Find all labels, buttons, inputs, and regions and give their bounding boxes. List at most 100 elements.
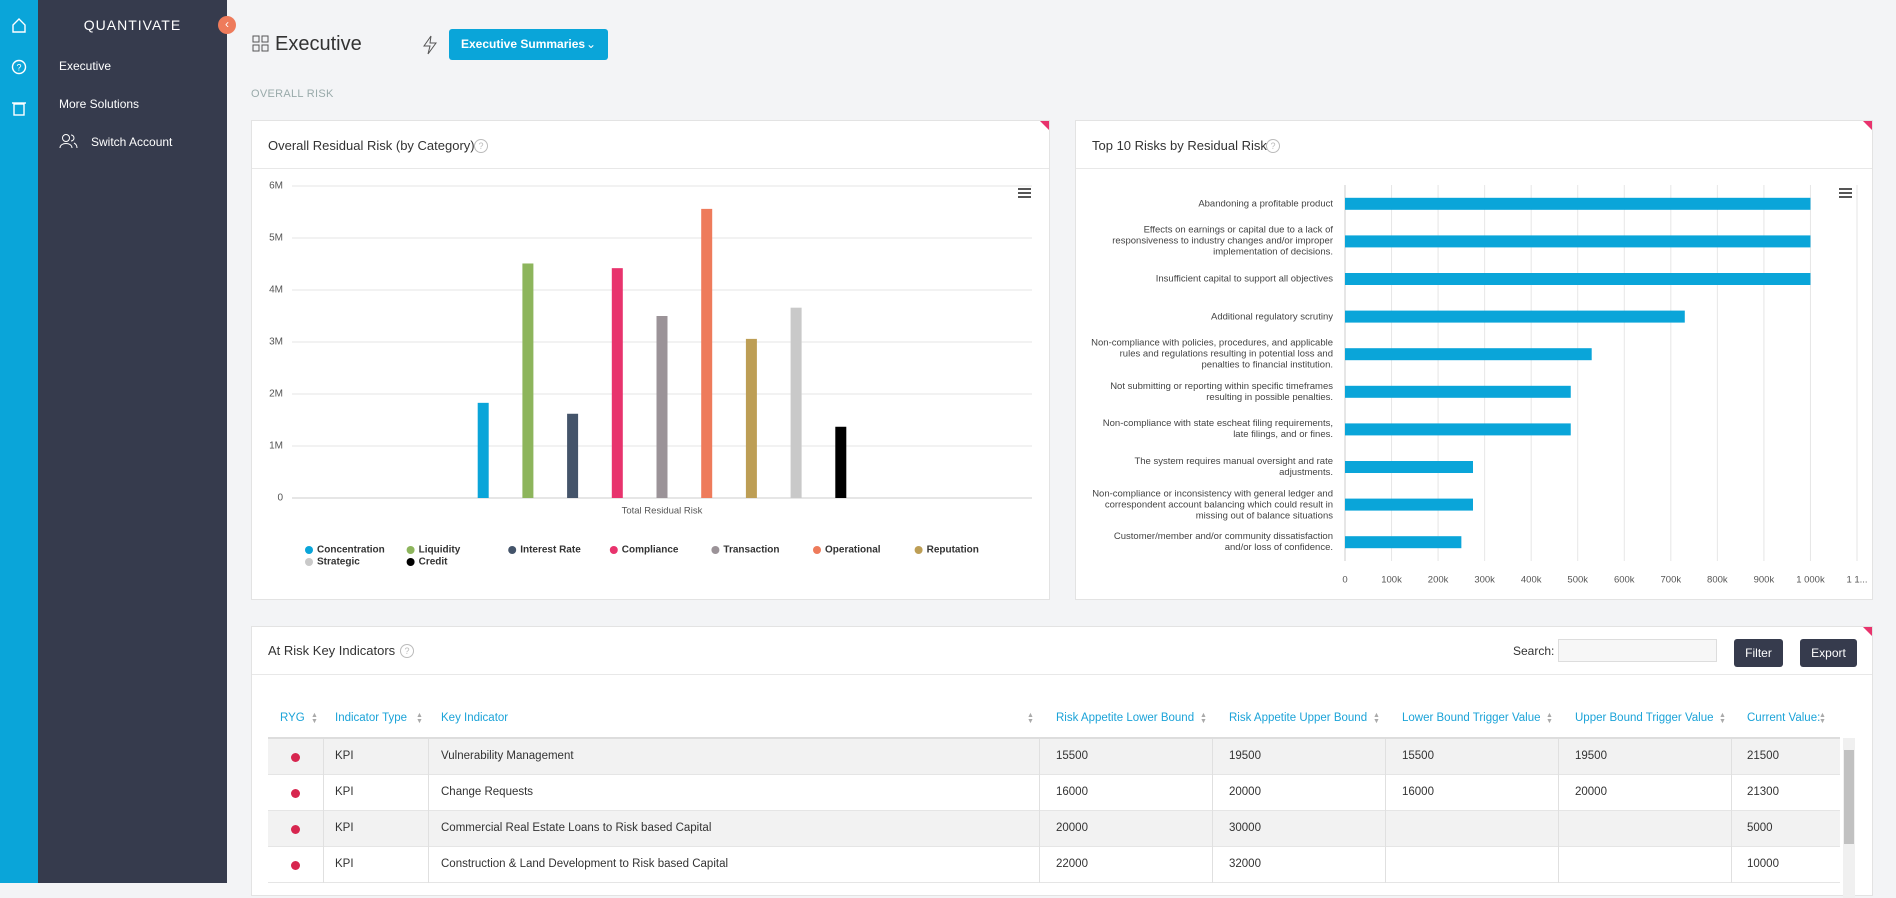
search-label: Search: xyxy=(1513,644,1555,658)
table-cell: 21300 xyxy=(1747,786,1779,798)
chart-title: Top 10 Risks by Residual Risk xyxy=(1092,138,1267,153)
x-tick-label: Total Residual Risk xyxy=(622,506,703,517)
nav-item[interactable]: More Solutions xyxy=(59,97,140,111)
cell-divider xyxy=(323,775,324,811)
filter-button[interactable]: Filter xyxy=(1734,639,1783,667)
legend-swatch xyxy=(406,546,415,554)
scroll-thumb[interactable] xyxy=(1844,750,1854,844)
y-tick-label: 2M xyxy=(269,389,283,400)
divider xyxy=(252,674,1872,675)
bar xyxy=(567,413,579,498)
column-header[interactable]: RYG xyxy=(280,712,305,724)
column-header[interactable]: Key Indicator xyxy=(441,712,509,724)
x-tick-label: 100k xyxy=(1381,575,1402,586)
legend-swatch xyxy=(711,546,720,554)
cell-divider xyxy=(428,739,429,775)
bar xyxy=(835,426,847,498)
icon-rail: ? xyxy=(0,0,38,883)
x-tick-label: 500k xyxy=(1567,575,1588,586)
bar xyxy=(701,208,713,498)
cell-divider xyxy=(323,739,324,775)
cell-divider xyxy=(1731,847,1732,883)
summary-dropdown[interactable]: Executive Summaries ⌄ xyxy=(449,29,608,60)
help-icon[interactable]: ? xyxy=(474,139,488,153)
table-cell: 15500 xyxy=(1402,750,1434,762)
bar xyxy=(1345,536,1462,549)
divider xyxy=(252,168,1049,169)
legend-swatch xyxy=(406,558,415,566)
chart-title: Overall Residual Risk (by Category) xyxy=(268,138,475,153)
cell-divider xyxy=(323,847,324,883)
svg-text:?: ? xyxy=(16,62,21,72)
export-button[interactable]: Export xyxy=(1800,639,1857,667)
sort-icon: ▲ ▼ xyxy=(416,712,423,725)
help-icon[interactable]: ? xyxy=(1266,139,1280,153)
chevron: ⌄ xyxy=(585,37,596,51)
menu-icon xyxy=(1839,192,1852,194)
corner-flag xyxy=(1863,627,1872,636)
chart-panel: Top 10 Risks by Residual Risk ? 0 100k 200… xyxy=(1075,120,1873,600)
y-tick-label: 0 xyxy=(277,493,283,504)
cell-divider xyxy=(1039,847,1040,883)
x-tick-label: 200k xyxy=(1428,575,1449,586)
bar xyxy=(1345,273,1811,285)
cell-divider xyxy=(428,775,429,811)
y-tick-label: Non-compliance with policies, procedures… xyxy=(1091,337,1333,371)
cell-divider xyxy=(1558,811,1559,847)
users-icon xyxy=(59,134,78,149)
table-cell: 5000 xyxy=(1747,822,1773,834)
menu-icon xyxy=(1018,188,1031,190)
y-tick-label: 5M xyxy=(269,233,283,244)
cell-divider xyxy=(1039,775,1040,811)
legend-label: Compliance xyxy=(622,545,679,556)
cell-divider xyxy=(1558,847,1559,883)
column-header[interactable]: Risk Appetite Lower Bound xyxy=(1056,712,1195,724)
status-dot xyxy=(291,789,300,798)
bar xyxy=(1345,310,1685,323)
column-header[interactable]: Current Value: xyxy=(1747,712,1821,724)
bar xyxy=(1345,235,1811,248)
cell-divider xyxy=(428,811,429,847)
bolt-icon xyxy=(423,35,437,55)
cell-divider xyxy=(1731,739,1732,775)
nav-item[interactable]: Executive xyxy=(59,59,112,73)
legend-label: Strategic xyxy=(317,557,360,568)
column-header[interactable]: Indicator Type xyxy=(335,712,408,724)
help-icon[interactable]: ? xyxy=(400,644,414,658)
sort-icon: ▲ ▼ xyxy=(1027,712,1034,725)
table-cell: 20000 xyxy=(1056,822,1088,834)
table-panel: At Risk Key Indicators ? Search: Filter … xyxy=(251,626,1873,898)
search-input[interactable] xyxy=(1558,639,1717,662)
x-tick-label: 0 xyxy=(1342,575,1347,586)
cell-divider xyxy=(1558,739,1559,775)
bar-chart: 0 1M 2M 3M 4M 5M 6M Total Residual Risk Concentr… xyxy=(269,181,1032,568)
table-cell: KPI xyxy=(335,822,354,834)
legend-label: Interest Rate xyxy=(520,545,581,556)
y-tick-label: Non-compliance with state escheat filing… xyxy=(1102,418,1333,441)
nav-item[interactable]: Switch Account xyxy=(91,135,173,149)
scrollbar[interactable] xyxy=(1843,738,1855,898)
table-cell: 19500 xyxy=(1229,750,1261,762)
y-tick-label: 3M xyxy=(269,337,283,348)
x-tick-label: 900k xyxy=(1754,575,1775,586)
y-tick-label: Non-compliance or inconsistency with gen… xyxy=(1092,488,1333,522)
y-tick-label: 1M xyxy=(269,441,283,452)
bar xyxy=(1345,461,1473,473)
y-tick-label: Customer/member and/or community dissati… xyxy=(1113,531,1333,554)
table-cell: 32000 xyxy=(1229,858,1261,870)
x-tick-label: 1 1... xyxy=(1846,575,1867,586)
legend-swatch xyxy=(508,546,517,554)
legend-label: Reputation xyxy=(927,545,979,556)
corner-flag xyxy=(1863,121,1872,130)
column-header[interactable]: Lower Bound Trigger Value xyxy=(1402,712,1541,724)
grid-icon xyxy=(252,35,269,52)
collapse-button[interactable]: ‹ xyxy=(218,16,236,34)
sort-icon: ▲ ▼ xyxy=(1819,712,1826,725)
column-header[interactable]: Upper Bound Trigger Value xyxy=(1575,712,1714,724)
y-tick-label: Abandoning a profitable product xyxy=(1198,198,1333,210)
cell-divider xyxy=(1039,739,1040,775)
column-header[interactable]: Risk Appetite Upper Bound xyxy=(1229,712,1368,724)
bar xyxy=(790,307,802,498)
bar xyxy=(1345,197,1811,210)
y-tick-label: Not submitting or reporting within speci… xyxy=(1110,380,1333,403)
